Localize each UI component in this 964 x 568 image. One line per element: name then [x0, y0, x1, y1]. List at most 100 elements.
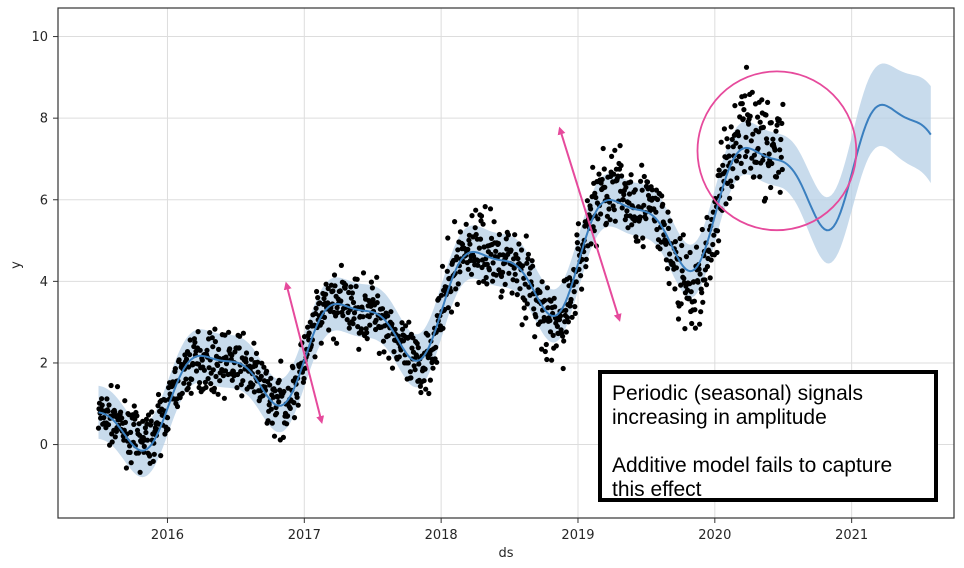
data-point — [480, 221, 486, 227]
data-point — [639, 187, 645, 193]
data-point — [755, 145, 761, 152]
data-point — [779, 166, 785, 173]
data-point — [739, 101, 745, 107]
data-point — [349, 290, 355, 296]
data-point — [488, 251, 494, 257]
data-point — [350, 299, 357, 306]
data-point — [612, 218, 618, 224]
data-point — [251, 389, 257, 395]
data-point — [197, 380, 203, 386]
plot-frame — [57, 7, 955, 519]
data-point — [240, 378, 246, 384]
data-point — [118, 409, 124, 415]
data-point — [763, 112, 769, 118]
data-point — [665, 209, 671, 215]
data-point — [423, 386, 429, 392]
data-point — [679, 242, 685, 249]
data-point — [539, 279, 545, 285]
data-point — [197, 347, 203, 353]
data-point — [687, 249, 693, 256]
data-point — [181, 380, 187, 386]
data-point — [264, 368, 270, 374]
data-point — [360, 270, 367, 276]
data-point — [454, 301, 460, 307]
data-point — [473, 207, 479, 213]
data-point — [699, 226, 705, 233]
data-point — [749, 89, 755, 95]
data-point — [693, 244, 700, 250]
data-point — [284, 421, 290, 427]
data-point — [389, 365, 396, 371]
data-point — [706, 248, 712, 254]
data-point — [484, 281, 490, 287]
data-point — [483, 274, 489, 281]
data-point — [239, 393, 245, 399]
data-point — [514, 292, 520, 298]
data-point — [777, 147, 783, 153]
data-point — [238, 368, 244, 374]
data-point — [350, 321, 356, 327]
data-point — [189, 376, 195, 382]
data-point — [463, 221, 469, 227]
data-point — [716, 238, 722, 244]
data-point — [723, 201, 729, 207]
data-point — [487, 206, 494, 212]
data-point — [358, 326, 364, 332]
data-point — [714, 249, 720, 256]
data-point — [220, 373, 226, 379]
data-point — [410, 335, 416, 341]
data-point — [632, 187, 638, 193]
data-point — [101, 415, 107, 421]
data-point — [779, 120, 785, 126]
data-point — [617, 143, 623, 149]
data-point — [683, 254, 690, 260]
data-point — [472, 225, 478, 231]
data-point — [711, 232, 717, 238]
data-point — [769, 160, 775, 167]
data-point — [391, 349, 397, 355]
data-point — [635, 238, 641, 244]
data-point — [344, 317, 350, 323]
data-point — [454, 254, 460, 260]
data-point — [637, 214, 643, 220]
data-point — [638, 178, 644, 184]
data-point — [612, 147, 618, 153]
data-point — [151, 451, 157, 457]
data-point — [147, 453, 153, 459]
data-point — [143, 416, 149, 422]
data-point — [323, 291, 329, 297]
data-point — [236, 345, 242, 351]
data-point — [543, 341, 549, 348]
data-point — [516, 241, 522, 247]
data-point — [730, 144, 736, 150]
data-point — [211, 385, 217, 391]
data-point — [188, 390, 194, 396]
data-point — [351, 316, 357, 322]
data-point — [255, 359, 261, 365]
data-point — [691, 298, 698, 304]
data-point — [148, 418, 154, 424]
data-point — [346, 325, 352, 331]
data-point — [568, 296, 574, 303]
y-tick-label: 0 — [40, 438, 48, 453]
data-point — [337, 288, 343, 294]
data-point — [155, 391, 162, 398]
data-point — [532, 334, 538, 340]
data-point — [278, 358, 284, 364]
data-point — [550, 332, 556, 338]
data-point — [686, 295, 692, 301]
data-point — [469, 213, 475, 219]
data-point — [269, 420, 275, 426]
data-point — [663, 257, 670, 263]
data-point — [275, 394, 281, 400]
data-point — [412, 367, 418, 373]
data-point — [323, 281, 329, 287]
data-point — [126, 412, 132, 418]
data-point — [261, 364, 267, 370]
data-point — [623, 184, 629, 190]
data-point — [400, 338, 407, 344]
data-point — [530, 263, 536, 269]
data-point — [370, 297, 376, 303]
data-point — [679, 268, 685, 274]
